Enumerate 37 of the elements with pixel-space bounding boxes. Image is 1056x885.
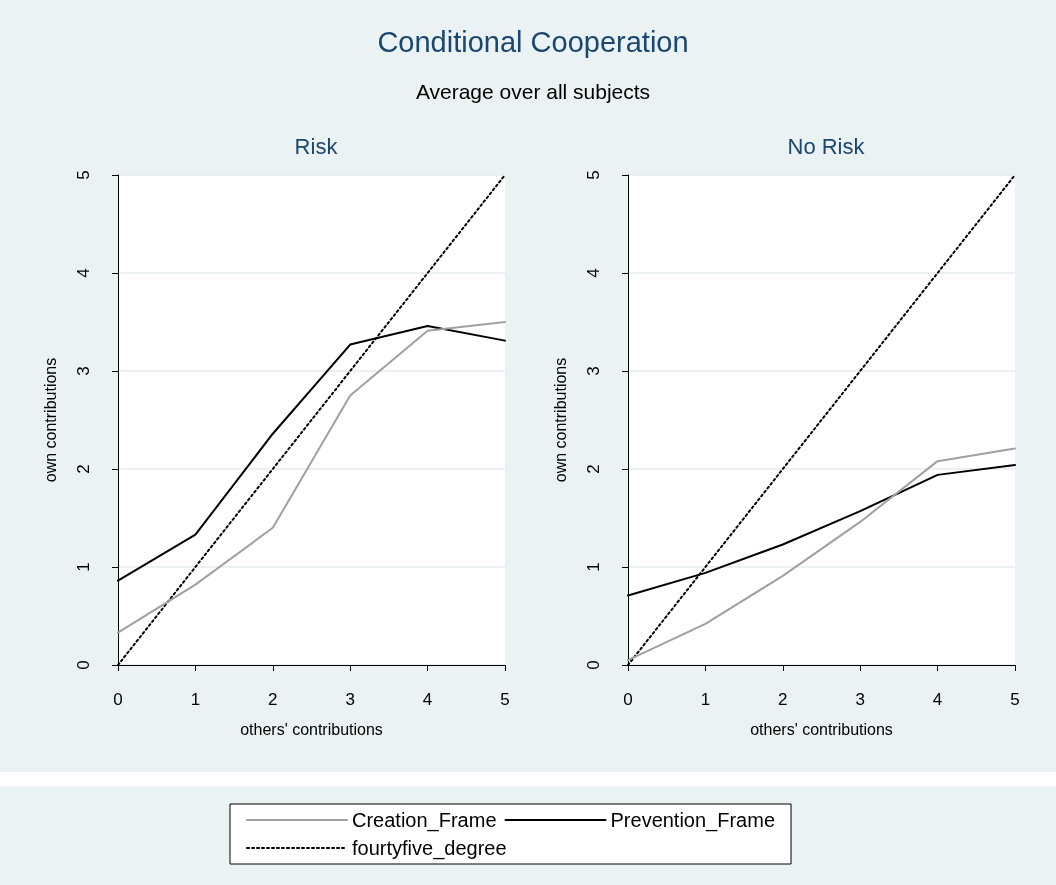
x-tick-label: 4: [422, 690, 433, 709]
x-tick-label: 0: [113, 690, 123, 709]
line-series: [117, 321, 506, 634]
x-tick-label: 5: [1010, 690, 1020, 709]
x-tick-label: 5: [500, 690, 510, 709]
y-tick-label: 3: [74, 366, 93, 376]
y-tick-label: 1: [584, 562, 603, 572]
y-tick-label: 4: [74, 268, 93, 278]
y-tick-label: 2: [74, 464, 93, 474]
x-tick-label: 0: [623, 690, 633, 709]
x-tick-label: 1: [700, 690, 711, 709]
chart-title: No Risk: [787, 133, 866, 159]
x-tick-label: 3: [345, 690, 355, 709]
line-series: [627, 447, 1016, 662]
x-tick-label: 4: [932, 690, 943, 709]
legend-label: Creation_Frame: [352, 809, 497, 832]
y-tick-label: 5: [74, 170, 93, 180]
y-tick-label: 2: [584, 464, 603, 474]
y-tick-label: 4: [584, 268, 603, 278]
y-tick-label: 3: [584, 366, 603, 376]
text: Average over all subjects: [415, 80, 651, 103]
y-tick-label: 1: [74, 562, 93, 572]
legend-label: Prevention_Frame: [610, 809, 776, 832]
x-axis-title: others' contributions: [750, 720, 893, 738]
y-axis-title: own contributions: [41, 357, 59, 483]
legend-label: fourtyfive_degree: [352, 837, 507, 860]
text: Conditional Cooperation: [377, 25, 689, 58]
x-tick-label: 3: [855, 690, 865, 709]
y-tick-label: 5: [584, 170, 603, 180]
x-tick-label: 1: [190, 690, 201, 709]
chart-title: Risk: [294, 133, 339, 159]
x-tick-label: 2: [778, 690, 788, 709]
y-tick-label: 0: [74, 660, 93, 670]
y-axis-title: own contributions: [551, 357, 569, 483]
y-tick-label: 0: [584, 660, 603, 670]
x-tick-label: 2: [268, 690, 278, 709]
x-axis-title: others' contributions: [240, 720, 383, 738]
